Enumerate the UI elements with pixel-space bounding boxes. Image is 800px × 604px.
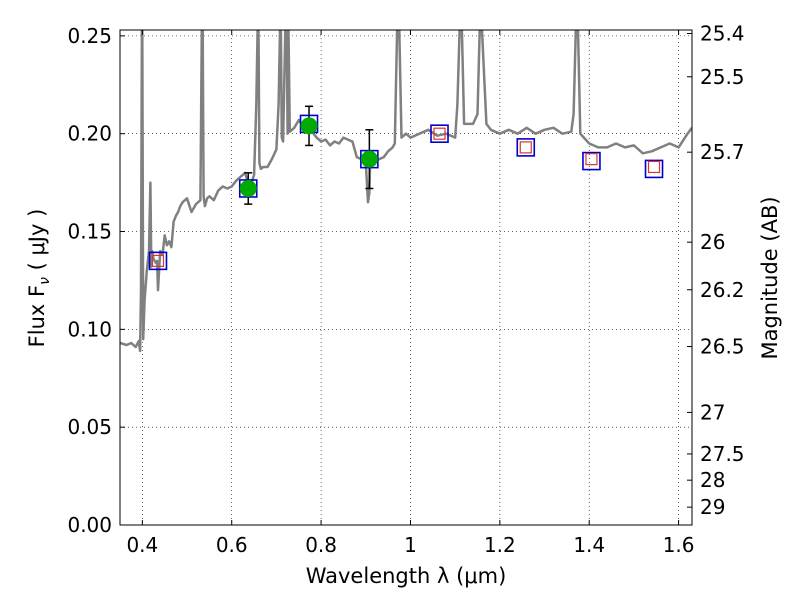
axis-ticks: 0.4 0.6 0.8 1 1.2 1.4 1.6 0.00 0.05 0.10 0.15 0.20 0…	[67, 22, 744, 557]
observed-point-0	[239, 179, 257, 197]
observed-point-1	[300, 117, 318, 135]
synthetic-photometry-box-7	[644, 159, 664, 179]
synthetic-photometry-box-0	[148, 251, 168, 271]
y2-tick-label-2: 25.7	[700, 140, 745, 164]
model-spectrum-line	[120, 30, 692, 353]
y2-tick-label-4: 26.2	[700, 278, 745, 302]
y-tick-label-3: 0.15	[67, 220, 112, 244]
y-axis-label-unit: ( μJy )	[25, 209, 49, 277]
y2-tick-label-9: 29	[700, 495, 725, 519]
x-tick-label-6: 1.6	[663, 533, 695, 557]
y-axis-label-main: Flux F	[25, 285, 49, 347]
photometry-group	[148, 105, 664, 271]
y-tick-label-1: 0.05	[67, 415, 112, 439]
y2-tick-label-8: 28	[700, 468, 725, 492]
y-axis-label: Flux Fν ( μJy )	[25, 209, 53, 348]
x-tick-label-2: 0.8	[305, 533, 337, 557]
y2-tick-label-5: 26.5	[700, 335, 745, 359]
y2-tick-label-0: 25.4	[700, 22, 745, 46]
y2-tick-label-3: 26	[700, 230, 725, 254]
synthetic-photometry-box-6	[582, 151, 601, 171]
y-tick-label-5: 0.25	[67, 24, 112, 48]
y-tick-label-0: 0.00	[67, 513, 112, 537]
y-tick-label-2: 0.10	[67, 317, 112, 341]
y-axis-label-subscript: ν	[37, 277, 53, 285]
upper-limit-point-4	[647, 160, 661, 174]
observed-point-2	[360, 150, 378, 168]
plot-frame	[119, 29, 693, 526]
x-tick-label-4: 1.2	[484, 533, 516, 557]
y2-axis-label: Magnitude (AB)	[758, 196, 782, 359]
y2-tick-label-7: 27.5	[700, 442, 745, 466]
grid-lines	[120, 30, 692, 526]
synthetic-photometry-box-4	[430, 124, 449, 143]
upper-limit-point-1	[433, 127, 446, 140]
y-tick-label-4: 0.20	[67, 122, 112, 146]
upper-limit-point-0	[151, 254, 165, 267]
x-tick-label-3: 1	[404, 533, 417, 557]
x-tick-label-1: 0.6	[216, 533, 248, 557]
x-axis-label: Wavelength λ (μm)	[306, 564, 507, 588]
upper-limit-point-3	[585, 153, 598, 166]
upper-limit-point-2	[519, 141, 532, 154]
y2-tick-label-1: 25.5	[700, 65, 745, 89]
synthetic-photometry-box-5	[516, 138, 536, 157]
x-tick-label-0: 0.4	[126, 533, 158, 557]
x-tick-label-5: 1.4	[573, 533, 605, 557]
y2-tick-label-6: 27	[700, 400, 725, 424]
spectrum-group	[120, 30, 692, 353]
